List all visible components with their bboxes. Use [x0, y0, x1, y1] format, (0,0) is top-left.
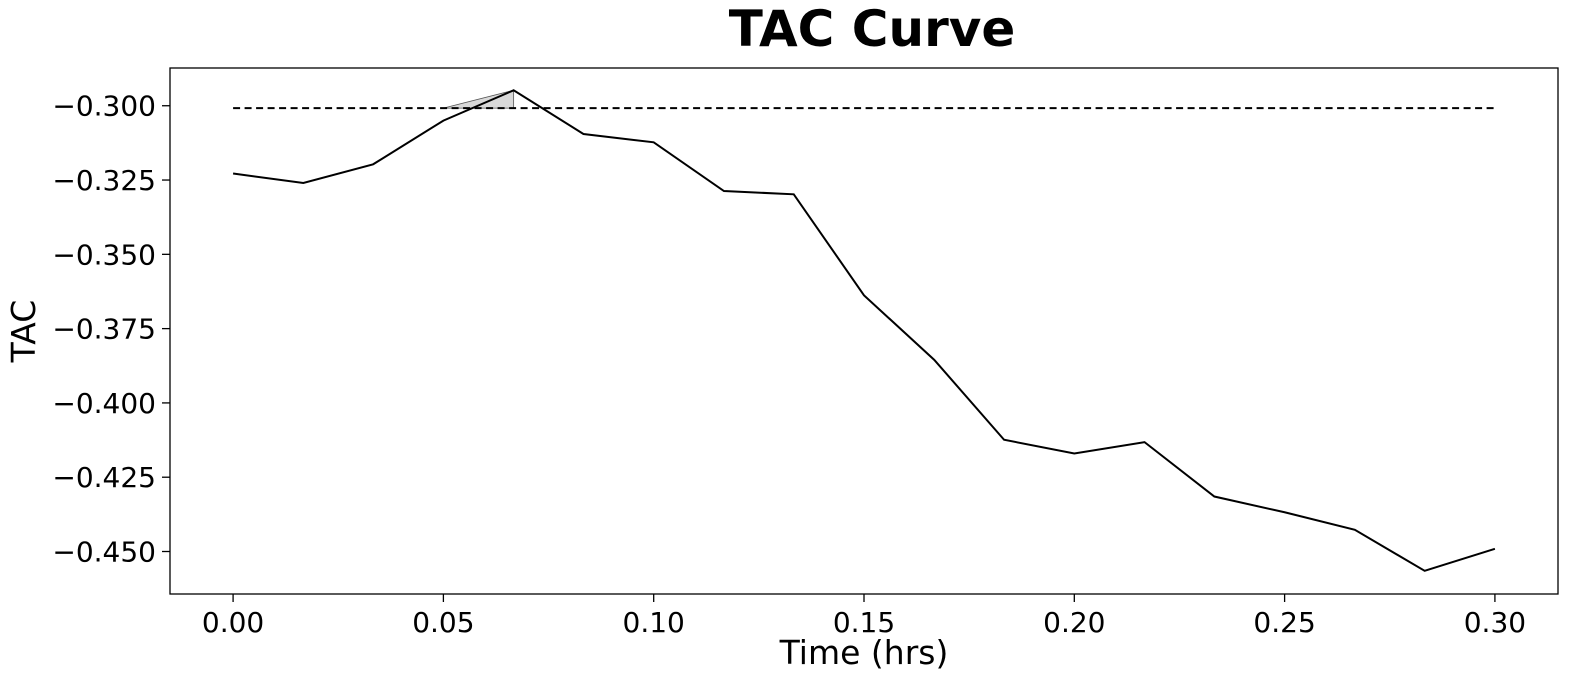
x-tick-label: 0.05 — [412, 606, 474, 639]
x-tick-label: 0.25 — [1253, 606, 1315, 639]
y-tick-label: −0.425 — [52, 461, 156, 494]
y-tick-label: −0.325 — [52, 164, 156, 197]
y-tick-label: −0.450 — [52, 536, 156, 569]
plot-frame — [169, 67, 1559, 595]
x-axis-label: Time (hrs) — [779, 633, 949, 672]
x-tick-label: 0.10 — [623, 606, 685, 639]
series-line — [232, 89, 1496, 572]
x-tick-label: 0.20 — [1043, 606, 1105, 639]
y-axis-label: TAC — [4, 300, 43, 364]
y-tick-label: −0.350 — [52, 238, 156, 271]
x-axis-ticks: 0.00 0.05 0.10 0.15 0.20 0.25 0.30 — [202, 594, 1526, 639]
y-tick-label: −0.400 — [52, 387, 156, 420]
y-axis-ticks: −0.300 −0.325 −0.350 −0.375 −0.400 −0.425 −0.4… — [52, 90, 170, 569]
x-tick-label: 0.15 — [833, 606, 895, 639]
y-tick-label: −0.375 — [52, 313, 156, 346]
x-tick-label: 0.30 — [1464, 606, 1526, 639]
x-tick-label: 0.00 — [202, 606, 264, 639]
y-tick-label: −0.300 — [52, 90, 156, 123]
chart-title: TAC Curve — [729, 0, 1015, 58]
series-layer — [232, 89, 1496, 572]
